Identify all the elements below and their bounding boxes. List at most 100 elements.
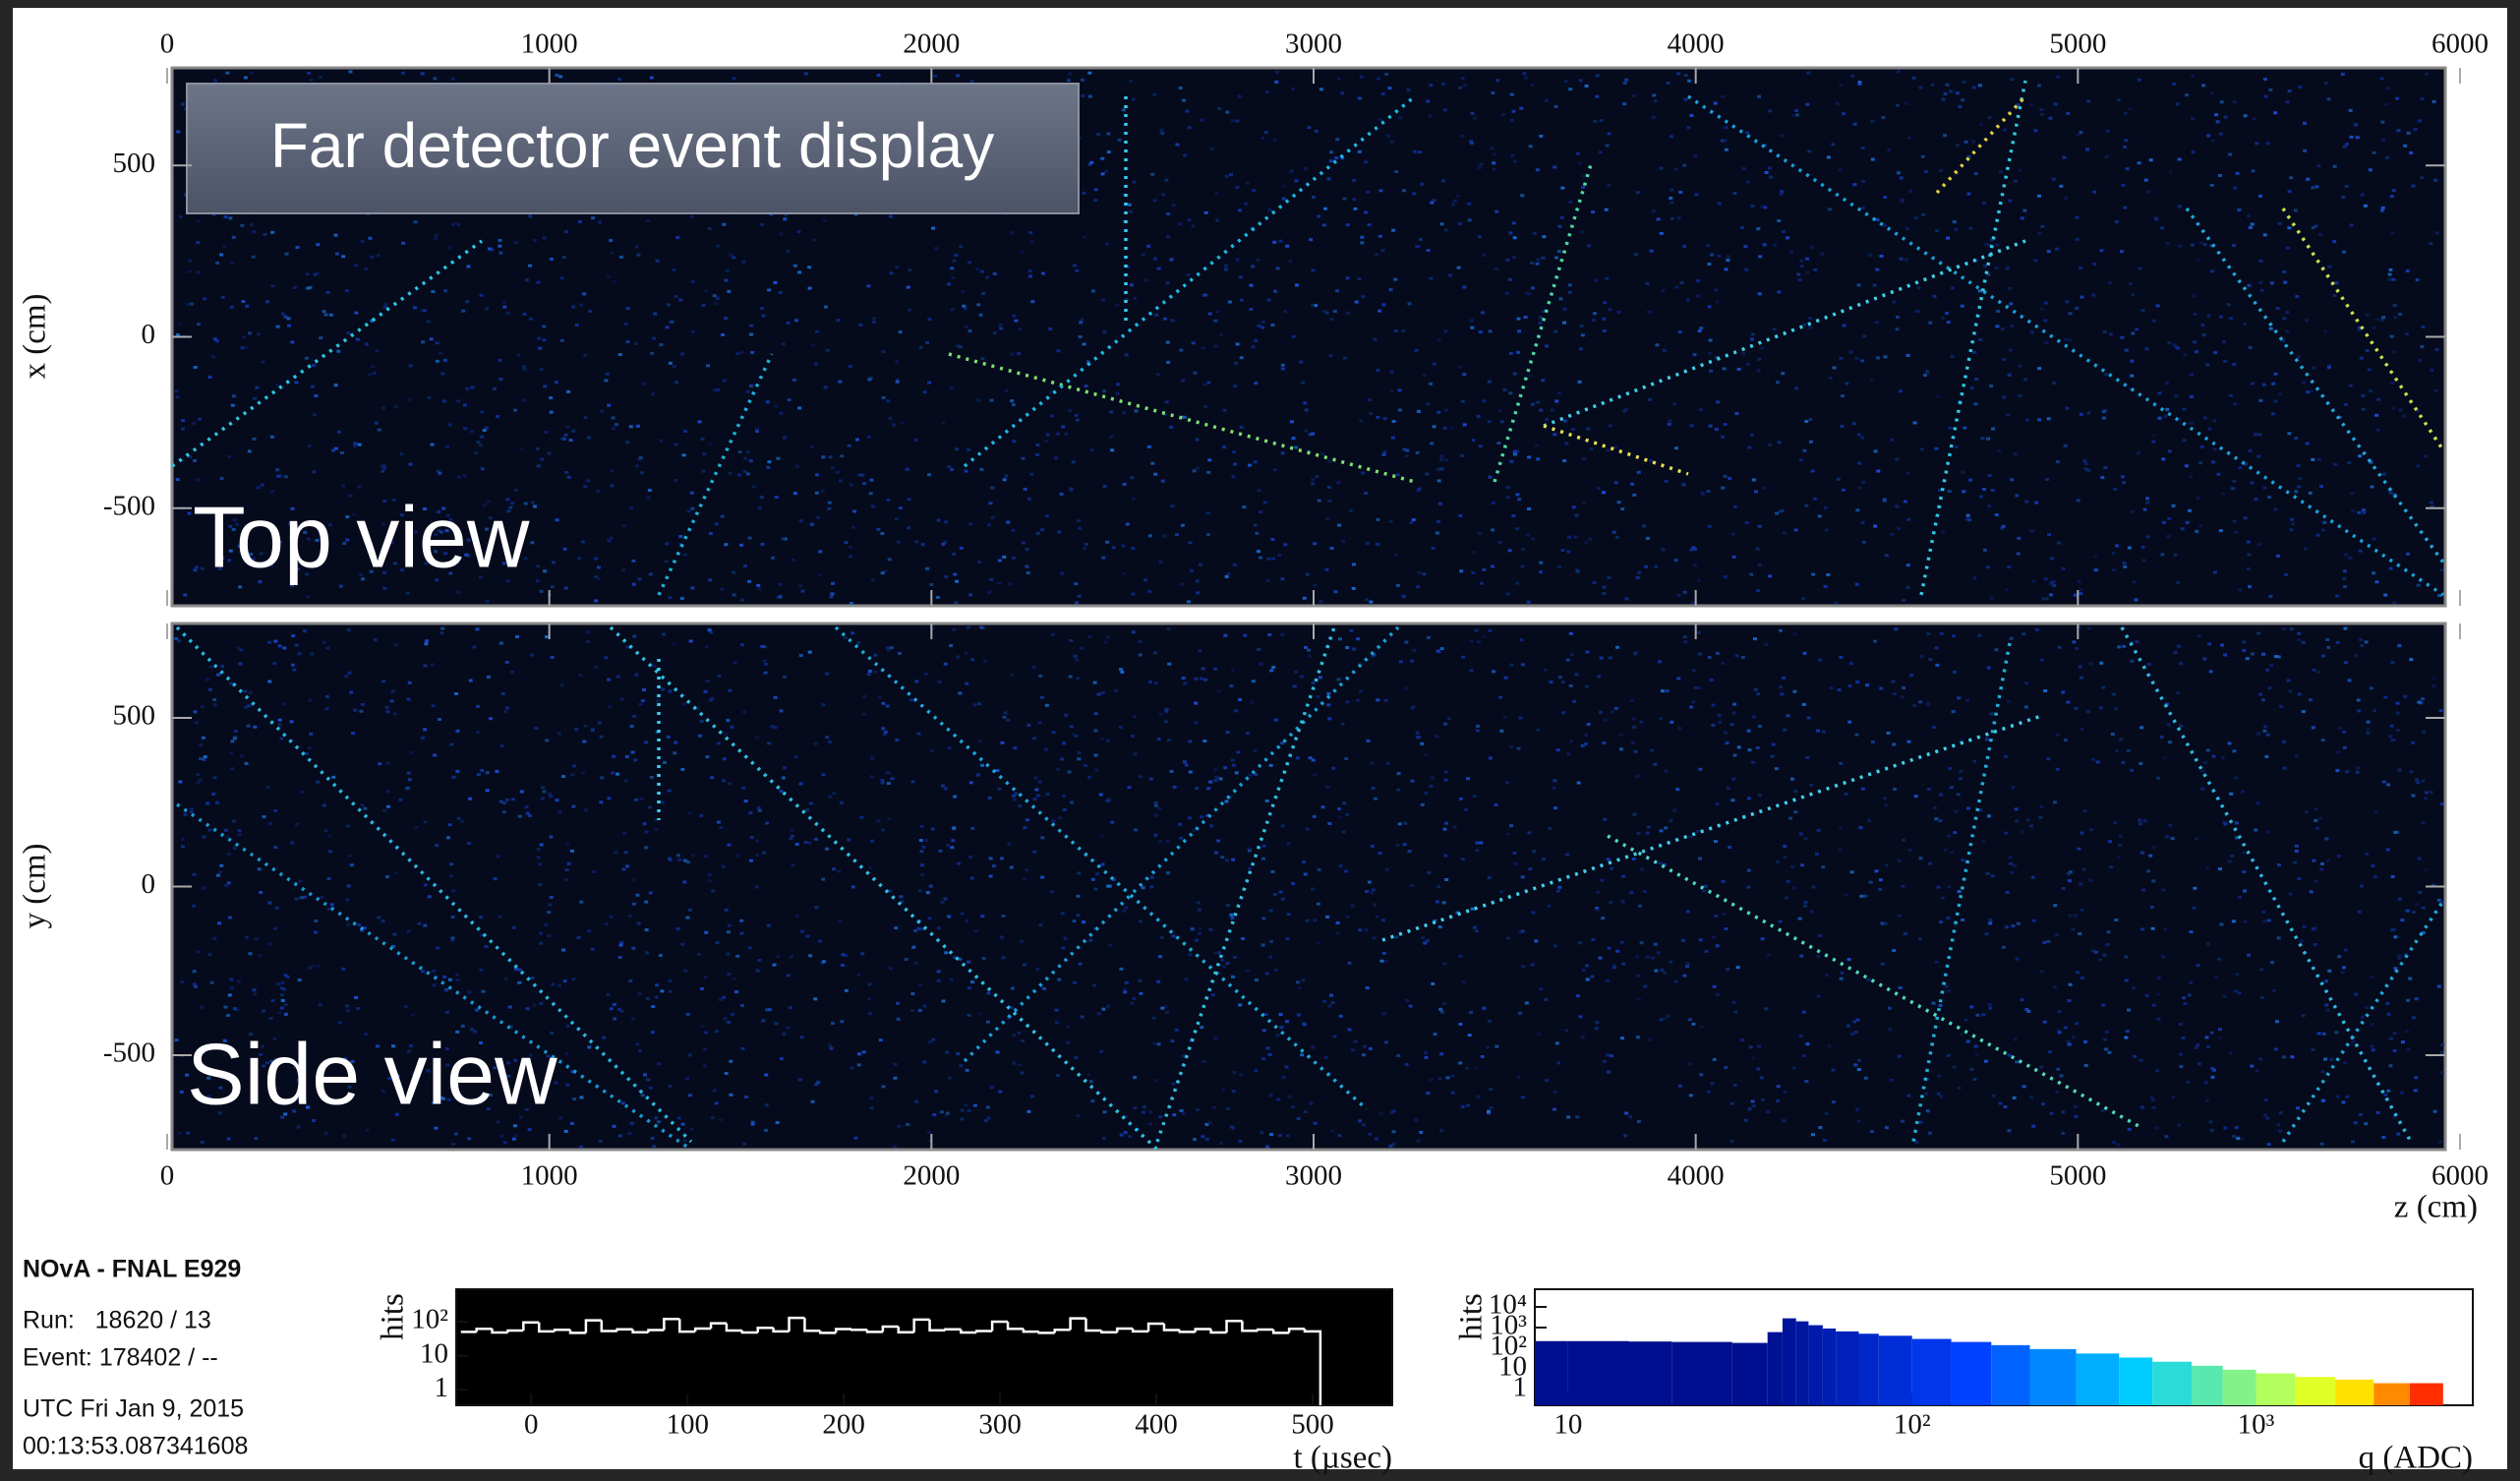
noise-hit [1973,171,1978,175]
noise-hit [2197,634,2201,638]
noise-hit [918,983,923,987]
noise-hit [1436,479,1441,483]
noise-hit [776,456,781,460]
noise-hit [406,787,411,791]
noise-hit [1741,166,1746,170]
noise-hit [1701,493,1706,497]
noise-hit [447,977,452,981]
noise-hit [1620,900,1625,904]
noise-hit [2429,791,2433,795]
noise-hit [448,571,453,575]
noise-hit [1673,979,1678,983]
noise-hit [230,261,235,265]
noise-hit [1122,411,1127,415]
noise-hit [1947,989,1952,993]
noise-hit [2159,735,2164,739]
noise-hit [1424,753,1429,757]
noise-hit [1723,474,1728,478]
noise-hit [914,680,919,683]
noise-hit [836,319,841,323]
noise-hit [2229,317,2234,321]
noise-hit [950,977,955,981]
noise-hit [583,485,588,489]
noise-hit [1460,858,1465,861]
noise-hit [1805,102,1810,106]
noise-hit [563,1129,568,1133]
noise-hit [1492,670,1496,674]
noise-hit [1519,638,1524,642]
noise-hit [920,543,925,547]
noise-hit [1246,732,1251,736]
noise-hit [2020,216,2024,220]
noise-hit [346,884,351,888]
noise-hit [1754,490,1759,494]
noise-hit [502,801,507,805]
noise-hit [1441,901,1446,905]
noise-hit [2237,991,2242,995]
noise-hit [336,349,341,353]
noise-hit [306,595,311,599]
noise-hit [600,409,605,413]
noise-hit [1937,488,1942,492]
noise-hit [2005,890,2010,894]
noise-hit [2357,328,2362,332]
noise-hit [1947,490,1952,494]
noise-hit [1715,651,1720,655]
noise-hit [918,889,923,893]
noise-hit [945,1050,950,1054]
noise-hit [2383,695,2388,699]
noise-hit [276,982,281,986]
noise-hit [1653,99,1658,103]
noise-hit [1442,426,1447,430]
noise-hit [1697,329,1702,333]
noise-hit [1807,317,1812,321]
noise-hit [175,395,180,399]
noise-hit [1580,185,1585,189]
noise-hit [1072,919,1077,923]
noise-hit [382,500,387,504]
noise-hit [1486,1109,1491,1113]
noise-hit [2185,93,2190,97]
noise-hit [2357,510,2362,514]
noise-hit [1404,640,1409,644]
noise-hit [2068,338,2073,342]
noise-hit [943,540,948,544]
noise-hit [2256,543,2261,547]
noise-hit [1010,399,1015,403]
noise-hit [231,819,236,823]
noise-hit [2366,720,2371,724]
noise-hit [1814,852,1819,856]
noise-hit [2242,640,2247,644]
noise-hit [1621,409,1626,413]
noise-hit [2024,681,2029,685]
noise-hit [2285,100,2290,104]
noise-hit [1122,483,1127,487]
noise-hit [2057,1010,2062,1014]
noise-hit [2276,936,2281,940]
noise-hit [1903,500,1907,504]
noise-hit [424,642,429,646]
noise-hit [1121,544,1126,548]
noise-hit [1520,1096,1525,1099]
noise-hit [732,977,736,980]
noise-hit [739,931,744,935]
noise-hit [1707,351,1712,355]
noise-hit [2024,500,2029,504]
noise-hit [2104,154,2109,158]
noise-hit [587,1045,592,1049]
noise-hit [1974,1052,1979,1056]
noise-hit [1882,797,1887,800]
noise-hit [478,444,483,447]
noise-hit [1491,91,1495,95]
noise-hit [1327,717,1332,721]
noise-hit [576,936,581,940]
noise-hit [1724,1065,1729,1069]
noise-hit [1035,967,1040,971]
noise-hit [1006,718,1011,722]
noise-hit [1861,179,1866,183]
noise-hit [1050,632,1055,636]
noise-hit [856,641,861,645]
noise-hit [1328,150,1333,154]
noise-hit [1469,140,1474,144]
noise-hit [2282,269,2287,273]
